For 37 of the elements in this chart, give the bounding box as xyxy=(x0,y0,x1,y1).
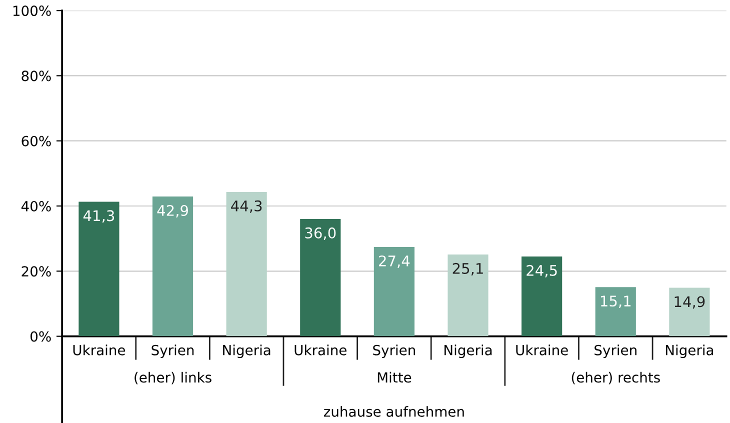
y-tick-label: 20% xyxy=(22,266,51,277)
x-tick-label: Nigeria xyxy=(444,344,492,358)
y-tick-label: 0% xyxy=(30,331,51,342)
bar xyxy=(595,287,636,336)
text: (eher) rechts xyxy=(572,372,660,384)
y-tick-label: 60% xyxy=(22,136,51,146)
bar xyxy=(152,196,194,336)
data-label: 24,5 xyxy=(526,264,557,278)
data-label: 25,1 xyxy=(452,262,483,276)
data-label: 14,9 xyxy=(674,296,705,309)
bar xyxy=(522,256,562,336)
x-tick-label: Syrien xyxy=(373,344,415,358)
bar xyxy=(669,288,710,336)
bar xyxy=(300,219,341,336)
text: Mitte xyxy=(378,372,412,383)
y-tick-label: 40% xyxy=(21,200,51,212)
bar xyxy=(78,202,120,336)
data-label: 41,3 xyxy=(83,210,114,223)
data-label: 42,9 xyxy=(157,204,188,218)
data-label: 36,0 xyxy=(305,227,336,240)
x-tick-label: Syrien xyxy=(152,344,194,358)
data-label: 15,1 xyxy=(601,296,631,308)
x-axis-title: zuhause aufnehmen xyxy=(324,406,464,417)
x-tick-label: Ukraine xyxy=(294,344,346,356)
data-label: 44,3 xyxy=(231,200,262,213)
bar xyxy=(226,192,267,336)
bar xyxy=(374,247,414,336)
x-tick-label: Ukraine xyxy=(516,344,568,356)
y-tick-label: 80% xyxy=(22,70,51,82)
bar xyxy=(448,254,488,336)
text: (eher) links xyxy=(134,372,212,384)
x-tick-label: Nigeria xyxy=(666,344,714,358)
data-label: 27,4 xyxy=(379,255,410,268)
x-tick-label: Nigeria xyxy=(223,344,270,358)
x-tick-label: Syrien xyxy=(594,344,636,358)
y-tick-label: 100% xyxy=(13,6,51,16)
x-tick-label: Ukraine xyxy=(73,344,126,356)
